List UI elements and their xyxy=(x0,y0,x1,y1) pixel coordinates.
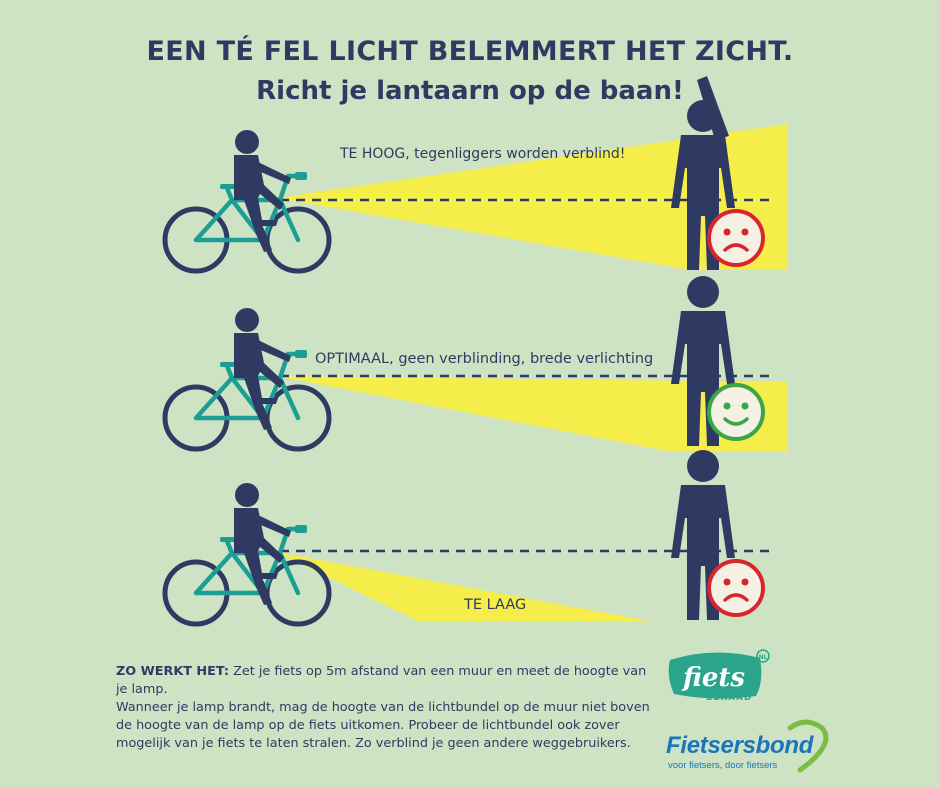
light-beam-optimal xyxy=(276,376,788,452)
page-title: EEN TÉ FEL LICHT BELEMMERT HET ZICHT. xyxy=(146,36,794,67)
how-it-works-step2: Wanneer je lamp brandt, mag de hoogte va… xyxy=(116,700,650,751)
oncoming-person-1 xyxy=(671,76,735,270)
fietsersbond-logo: Fietsersbond xyxy=(666,732,814,759)
fietsersbond-tagline: voor fietsers, door fietsers xyxy=(668,760,778,771)
caption-too-low: TE LAAG xyxy=(464,597,527,613)
sad-face-icon xyxy=(707,209,765,267)
fiets-logo-word: fiets xyxy=(681,663,745,693)
fiets-beraad-logo: fiets NL xyxy=(668,649,770,699)
caption-too-high: TE HOOG, tegenliggers worden verblind! xyxy=(340,146,626,162)
happy-face-icon xyxy=(707,383,765,441)
light-beam-low xyxy=(276,552,655,622)
fietsersbond-swoosh xyxy=(787,719,829,773)
light-beam-high xyxy=(276,124,788,270)
cyclist-3 xyxy=(165,483,329,624)
how-it-works-step1: Zet je fiets op 5m afstand van een muur … xyxy=(116,664,647,697)
how-it-works-lead: ZO WERKT HET: xyxy=(116,664,230,679)
sad-face-icon xyxy=(707,559,765,617)
how-it-works-text: ZO WERKT HET: Zet je fiets op 5m afstand… xyxy=(116,663,661,753)
page-subtitle: Richt je lantaarn op de baan! xyxy=(256,76,684,106)
fiets-logo-badge: NL xyxy=(759,654,768,661)
fiets-beraad-subtitle: BERAAD xyxy=(706,693,753,703)
caption-optimal: OPTIMAAL, geen verblinding, brede verlic… xyxy=(315,351,654,367)
